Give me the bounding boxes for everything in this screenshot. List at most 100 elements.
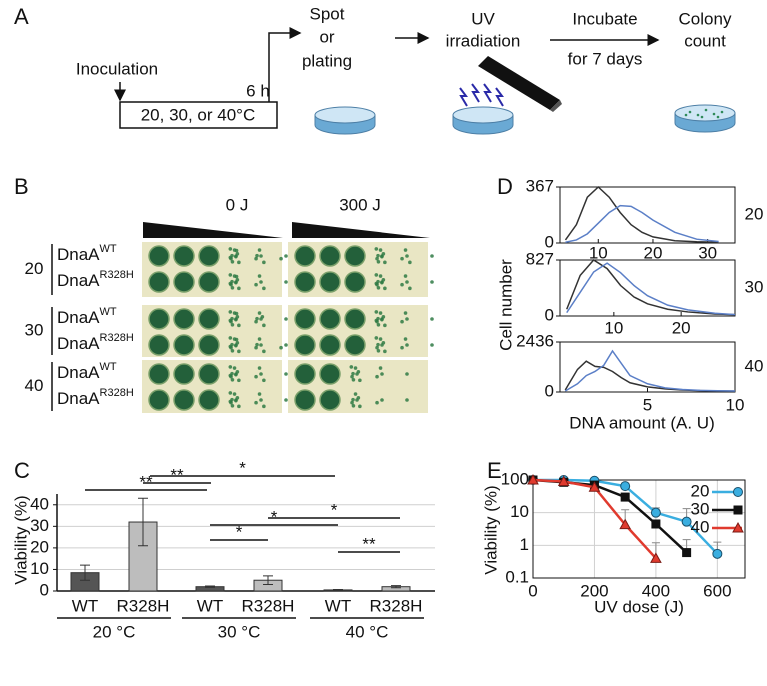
colony-spot — [228, 318, 233, 323]
arrow — [268, 27, 302, 102]
x-axis-label: DNA amount (A. U) — [569, 413, 715, 432]
colony-spot — [198, 308, 220, 330]
y-tick-label: 827 — [526, 249, 554, 268]
colony-spot — [148, 389, 170, 411]
y-tick-label: 20 — [30, 537, 49, 556]
colony-spot — [237, 378, 241, 383]
x-tick-label: 30 — [698, 243, 717, 262]
panel-label: E — [487, 458, 502, 483]
colony-spot — [351, 377, 356, 382]
colony-spot — [148, 245, 170, 267]
y-tick-label: 40 — [30, 494, 49, 513]
colony-spot — [403, 274, 408, 278]
colony-spot — [259, 343, 263, 347]
panel-label: C — [14, 458, 30, 483]
strain-name: DnaA — [57, 389, 100, 408]
y-tick-label: 0 — [545, 305, 554, 324]
side-label: 30 — [745, 277, 764, 296]
group-label: 20 °C — [93, 622, 136, 641]
colony-spot — [255, 253, 259, 258]
panel-label: D — [497, 174, 513, 199]
colony-spot — [234, 248, 239, 253]
error-bar — [138, 497, 148, 547]
strain-superscript: WT — [100, 306, 117, 318]
x-axis-label: UV dose (J) — [594, 597, 684, 616]
colony-spot — [228, 281, 233, 286]
colony-spot — [198, 271, 220, 293]
colony-spot — [284, 280, 288, 284]
colony-spot — [228, 247, 233, 251]
colony-spot — [380, 398, 384, 402]
plot-frame — [532, 479, 746, 579]
x-tick-label: 10 — [726, 395, 745, 414]
colony-spot — [319, 389, 341, 411]
colony-spot — [237, 349, 241, 354]
colony-spot — [254, 374, 258, 379]
dose-label: 0 J — [226, 195, 249, 214]
colony-spot — [319, 363, 341, 385]
temperature-label: 30 — [25, 320, 44, 339]
colony-spot — [228, 365, 233, 369]
strain-label: DnaAR328H — [57, 387, 134, 409]
uv-lamp — [459, 56, 562, 112]
colony-spot — [405, 254, 409, 258]
group-label: 40 °C — [346, 622, 389, 641]
colony-spot — [254, 400, 258, 405]
colony-spot — [383, 286, 387, 291]
error-bar — [333, 588, 343, 591]
colony-spot — [350, 374, 354, 379]
y-axis-label: Cell number — [496, 259, 515, 351]
y-tick-label: 0 — [40, 580, 49, 599]
step-label: irradiation — [446, 31, 521, 50]
histogram-line — [564, 185, 719, 243]
colony-spot — [148, 334, 170, 356]
strain-label: DnaAR328H — [57, 332, 134, 354]
y-tick-label: 0 — [545, 381, 554, 400]
step-label: Incubate — [572, 9, 637, 28]
colony-spot — [262, 286, 266, 291]
group-label: 30 °C — [218, 622, 261, 641]
colony-spot — [173, 308, 195, 330]
colony-spot — [294, 245, 316, 267]
marker — [527, 473, 539, 485]
colony-spot — [378, 337, 383, 341]
colony-spot — [235, 315, 240, 319]
colony-spot — [381, 252, 386, 256]
dish — [674, 104, 736, 133]
significance-label: * — [271, 507, 278, 526]
colony-spot — [400, 256, 404, 261]
dose-wedge — [292, 222, 430, 238]
colony-spot — [405, 372, 409, 376]
colony-spot — [378, 366, 383, 370]
strain-superscript: R328H — [100, 387, 134, 399]
colony-spot — [405, 398, 409, 402]
colony-spot — [198, 334, 220, 356]
colony-spot — [259, 254, 263, 258]
colony-spot — [284, 372, 288, 376]
colony-spot — [262, 404, 266, 409]
colony-spot — [228, 273, 233, 277]
colony-spot — [173, 334, 195, 356]
colony-spot — [408, 260, 412, 265]
colony-spot — [405, 280, 409, 284]
y-tick-label: 30 — [30, 516, 49, 535]
colony-spot — [400, 282, 404, 287]
colony-spot — [375, 400, 379, 405]
step-label: UV — [471, 9, 495, 28]
colony-spot — [260, 315, 265, 319]
colony-spot — [235, 396, 240, 400]
marker — [557, 475, 570, 486]
colony-spot — [257, 366, 262, 370]
x-tick-label: 10 — [604, 318, 623, 337]
colony-spot — [380, 317, 384, 322]
colony-spot — [378, 248, 383, 252]
colony-spot — [374, 273, 379, 277]
legend-label: 40 — [691, 517, 710, 536]
colony-spot — [228, 399, 233, 404]
dish — [314, 106, 376, 135]
colony-spot — [262, 323, 266, 328]
colony-spot — [228, 373, 233, 378]
x-tick-label: 20 — [672, 318, 691, 337]
marker — [588, 481, 601, 492]
colony-spot — [383, 260, 387, 265]
